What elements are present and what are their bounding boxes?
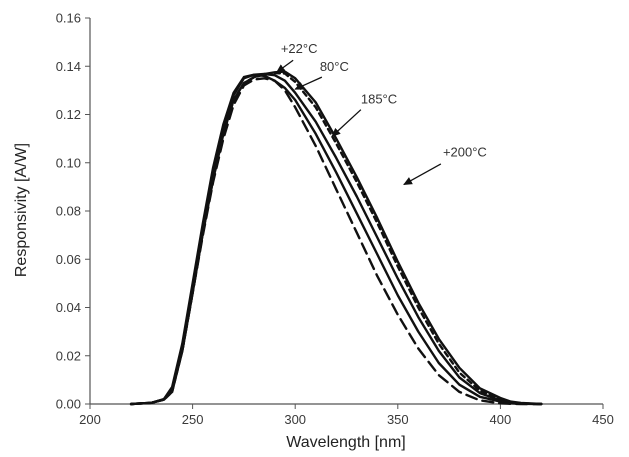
- annotation-arrow: [403, 163, 442, 186]
- axes-layer: [89, 18, 603, 405]
- y-tick-label: 0.04: [56, 300, 81, 315]
- annotation-label: +200°C: [443, 145, 487, 160]
- y-tick-label: 0.16: [56, 11, 81, 26]
- y-tick-label: 0.00: [56, 397, 81, 412]
- series-layer: [129, 70, 543, 406]
- y-tick-label: 0.14: [56, 59, 81, 74]
- annotation-arrow: [294, 76, 323, 90]
- series-line-3: [129, 72, 543, 406]
- annotation-label: 185°C: [361, 92, 397, 107]
- series-line-2: [129, 73, 543, 406]
- y-tick-label: 0.08: [56, 204, 81, 219]
- y-tick-label: 0.02: [56, 348, 81, 363]
- annotation-arrow: [275, 59, 294, 73]
- series-line-5: [129, 70, 543, 406]
- x-tick-label: 350: [387, 412, 409, 427]
- annotation-arrow: [331, 109, 362, 137]
- x-tick-label: 250: [182, 412, 204, 427]
- x-tick-label: 400: [490, 412, 512, 427]
- x-tick-label: 300: [284, 412, 306, 427]
- x-axis-title: Wavelength [nm]: [286, 434, 405, 451]
- series-line-1: [129, 77, 543, 406]
- y-tick-label: 0.06: [56, 252, 81, 267]
- y-tick-label: 0.10: [56, 155, 81, 170]
- y-axis-title: Responsivity [A/W]: [13, 143, 30, 277]
- annotation-label: +22°C: [281, 41, 318, 56]
- annotation-label: 80°C: [320, 59, 349, 74]
- series-line-4: [129, 71, 543, 406]
- x-tick-label: 450: [592, 412, 614, 427]
- ticks-layer: 200 250 300 350 400 450 0.00 0.02 0.04 0.06 0.08 0.…: [56, 11, 614, 428]
- annotation-layer: +22°C80°C 185°C +200°C: [275, 41, 487, 186]
- x-tick-label: 200: [79, 412, 101, 427]
- y-tick-label: 0.12: [56, 107, 81, 122]
